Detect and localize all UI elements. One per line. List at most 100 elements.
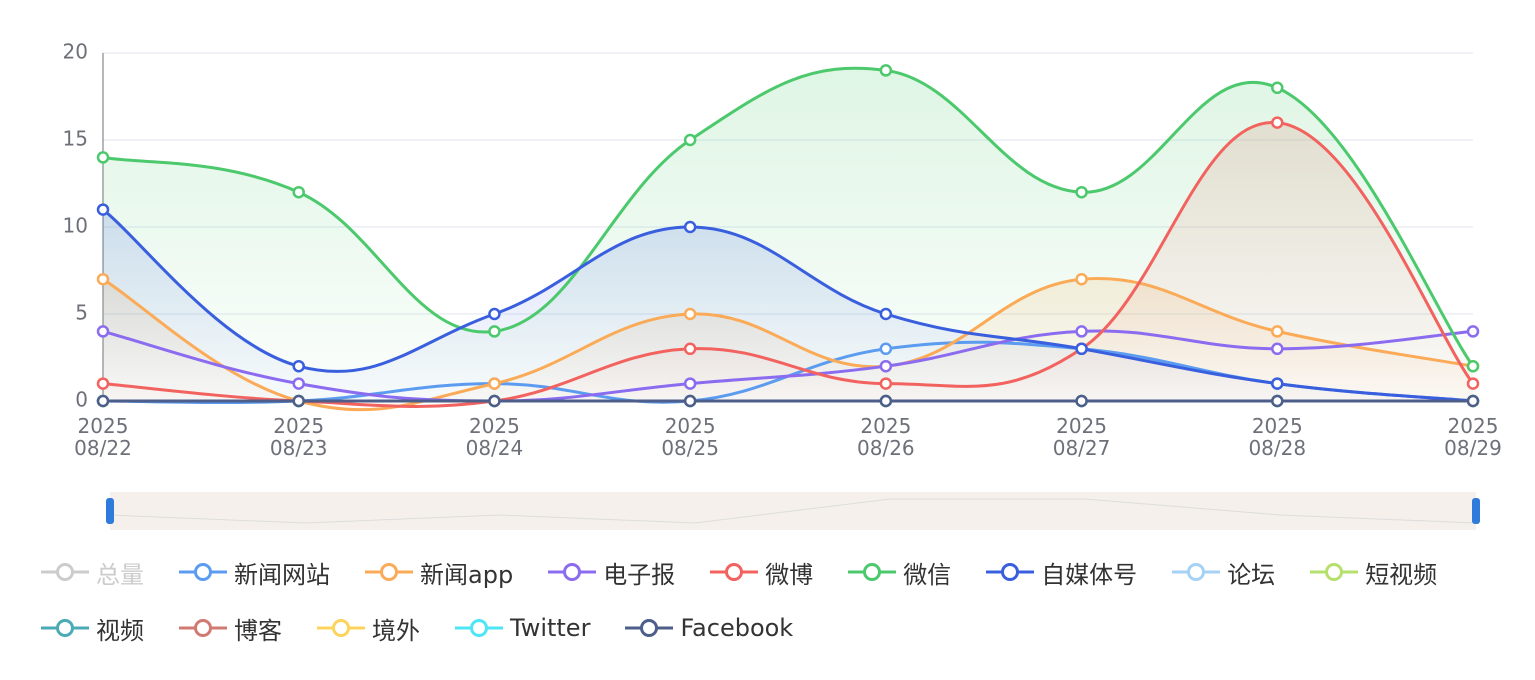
legend-label: 新闻app [420,560,514,589]
legend-icon [365,563,413,581]
legend-item[interactable]: 自媒体号 [985,552,1137,592]
legend: 总量 新闻网站 新闻app 电子报 微博 微信 自媒体号 论坛 短视频视频 博客 境外 Twitter… [40,552,1520,648]
point [96,377,110,390]
x-tick-label: 2025 08/29 [1444,414,1502,460]
point [292,394,305,408]
point [292,359,305,373]
legend-label: 新闻网站 [234,560,330,589]
point [683,394,697,408]
point [1075,272,1088,286]
legend-item[interactable]: 博客 [178,608,282,648]
area [103,209,1473,401]
legend-item[interactable]: 视频 [40,608,144,648]
point [1075,394,1088,408]
x-tick-label: 2025 08/25 [661,414,719,460]
legend-label: 论坛 [1227,560,1276,589]
x-tick-label: 2025 08/27 [1052,414,1111,460]
legend-item[interactable]: 电子报 [547,552,675,592]
zoom-handle[interactable] [1472,498,1480,524]
legend-label: 微信 [903,560,952,589]
legend-item[interactable]: 微信 [847,552,951,592]
point [292,185,305,199]
legend-icon [41,619,89,637]
x-tick-label: 2025 08/22 [74,414,132,460]
legend-item[interactable]: Facebook [624,608,793,648]
legend-icon [179,619,227,637]
point [1466,359,1480,373]
legend-item[interactable]: 新闻网站 [178,552,330,592]
legend-icon [625,619,674,637]
point [879,307,893,321]
legend-label: 电子报 [603,560,676,589]
point [879,359,893,373]
legend-icon [179,563,227,581]
zoom-handle[interactable] [106,498,114,524]
y-tick-label: 20 [63,40,88,64]
legend-label: 微博 [765,560,814,589]
legend-label: 境外 [372,616,420,645]
point [96,394,110,408]
legend-icon [1172,563,1221,581]
legend-label: 自媒体号 [1041,560,1138,589]
point [1466,394,1480,408]
line [102,208,1474,403]
y-tick-label: 5 [75,301,88,325]
point [1466,377,1480,390]
series-layer [96,64,1480,412]
point [96,325,110,338]
point [683,342,697,356]
point [488,394,501,408]
legend-item[interactable]: Twitter [454,608,590,648]
point [1271,116,1284,129]
x-tick-label: 2025 08/24 [465,414,524,460]
legend-icon [455,619,503,637]
point [1271,325,1284,338]
data-zoom[interactable] [106,492,1480,530]
point [1271,377,1284,390]
legend-icon [986,563,1035,581]
point [1271,394,1284,408]
point [1466,325,1480,338]
area [103,68,1473,402]
legend-icon [41,563,89,581]
legend-label: 博客 [234,616,282,645]
point [879,377,893,390]
line [102,276,1474,412]
x-tick-label: 2025 08/26 [857,414,915,460]
y-tick-label: 0 [75,388,88,412]
point [683,377,697,390]
point [1075,342,1088,356]
point [879,342,893,356]
legend-item[interactable]: 微博 [709,552,813,592]
legend-item[interactable]: 总量 [40,552,144,592]
legend-item[interactable]: 境外 [316,608,420,648]
point [879,64,893,77]
legend-icon [548,563,597,581]
point [683,133,697,147]
legend-label: Facebook [680,614,794,642]
legend-icon [848,563,897,581]
point [879,394,893,408]
legend-icon [710,563,759,581]
legend-label: Twitter [510,614,591,642]
legend-label: 总量 [96,560,144,589]
legend-item[interactable]: 短视频 [1309,552,1437,592]
y-tick-label: 15 [63,127,88,151]
y-tick-label: 10 [63,214,88,238]
x-tick-label: 2025 08/28 [1248,414,1307,460]
plot: 0 5 10 15 20 [63,40,1480,530]
point [683,220,697,234]
legend-icon [317,619,365,637]
legend-item[interactable]: 论坛 [1171,552,1275,592]
point [488,307,501,321]
point [96,203,110,216]
point [96,151,110,164]
point [292,377,305,390]
x-tick-label: 2025 08/23 [269,414,328,460]
line [102,329,1474,403]
legend-label: 短视频 [1365,560,1438,589]
legend-item[interactable]: 新闻app [364,552,513,592]
point [1271,81,1284,95]
point [1271,342,1284,356]
